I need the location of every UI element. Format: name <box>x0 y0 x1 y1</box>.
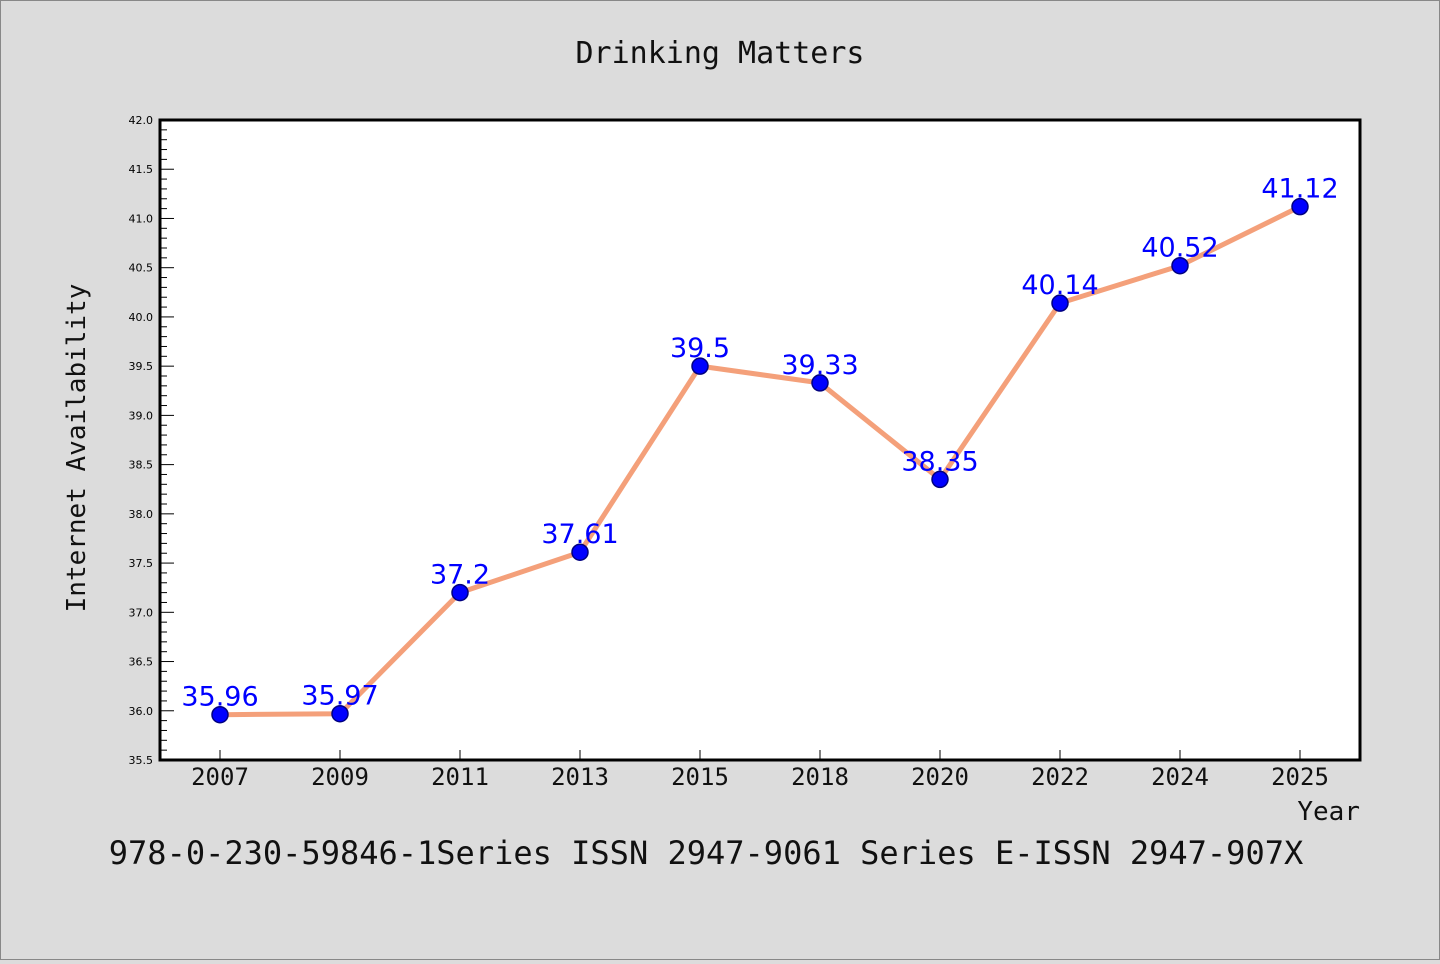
data-labels: 35.96 35.97 37.2 37.61 39.5 39.33 38.35 40.14 40… <box>181 174 1338 713</box>
x-tick-label: 2020 <box>911 763 969 791</box>
y-tick-label: 35.5 <box>129 754 154 767</box>
data-value-label: 37.61 <box>541 519 618 550</box>
data-point-marker <box>691 357 709 375</box>
data-point-marker <box>931 470 949 489</box>
y-tick-label: 37.0 <box>129 606 154 619</box>
data-point-marker <box>1171 256 1189 275</box>
data-value-label: 35.97 <box>301 681 378 712</box>
y-tick-label: 37.5 <box>129 557 154 570</box>
y-tick-label: 38.0 <box>129 508 154 521</box>
data-point-marker <box>1291 197 1309 216</box>
data-point-marker <box>451 583 469 602</box>
y-tick-label: 41.0 <box>129 212 154 225</box>
footer-isbn-text: 978-0-230-59846-1Series ISSN 2947-9061 S… <box>109 834 1303 872</box>
y-tick-label: 36.0 <box>129 705 154 718</box>
x-tick-label: 2025 <box>1271 763 1329 791</box>
data-value-label: 37.2 <box>430 560 490 591</box>
x-tick-label: 2022 <box>1031 763 1089 791</box>
data-point-marker <box>331 704 349 723</box>
data-point-marker <box>211 705 229 724</box>
data-point-marker <box>1051 294 1069 312</box>
y-tick-label: 41.5 <box>129 163 154 176</box>
data-value-label: 35.96 <box>181 682 258 713</box>
x-tick-label: 2009 <box>311 763 369 791</box>
data-value-label: 40.52 <box>1141 233 1218 264</box>
x-tick-label: 2013 <box>551 763 609 791</box>
data-value-label: 39.5 <box>670 333 730 364</box>
y-tick-label: 39.5 <box>129 360 154 373</box>
data-point-marker <box>811 374 829 392</box>
y-tick-label: 40.5 <box>129 262 154 275</box>
data-point-marker <box>571 543 589 561</box>
chart-title: Drinking Matters <box>576 36 865 71</box>
x-axis-label: Year <box>1297 797 1360 827</box>
data-value-label: 38.35 <box>901 446 978 477</box>
y-tick-label: 42.0 <box>129 114 154 127</box>
data-value-label: 40.14 <box>1021 270 1098 301</box>
y-tick-label: 36.5 <box>129 656 154 669</box>
y-tick-label: 39.0 <box>129 409 154 422</box>
plot-area <box>158 118 1362 762</box>
x-tick-label: 2024 <box>1151 763 1209 791</box>
y-tick-label: 40.0 <box>129 311 154 324</box>
y-axis-label: Internet Availability <box>62 284 92 613</box>
data-value-label: 41.12 <box>1261 174 1338 205</box>
data-value-label: 39.33 <box>781 350 858 381</box>
y-tick-label: 38.5 <box>129 459 154 472</box>
x-axis: 2007 2009 2011 2013 2015 2018 2020 2022 2024 2025 <box>191 750 1329 791</box>
x-tick-label: 2007 <box>191 763 249 791</box>
x-tick-label: 2011 <box>431 763 489 791</box>
data-markers <box>211 197 1309 724</box>
x-tick-label: 2015 <box>671 763 729 791</box>
series-line <box>217 204 1303 718</box>
y-axis: 35.5 36.0 36.5 37.0 37.5 38.0 38.5 39.0 39.5 40.0… <box>129 114 174 767</box>
x-tick-label: 2018 <box>791 763 849 791</box>
